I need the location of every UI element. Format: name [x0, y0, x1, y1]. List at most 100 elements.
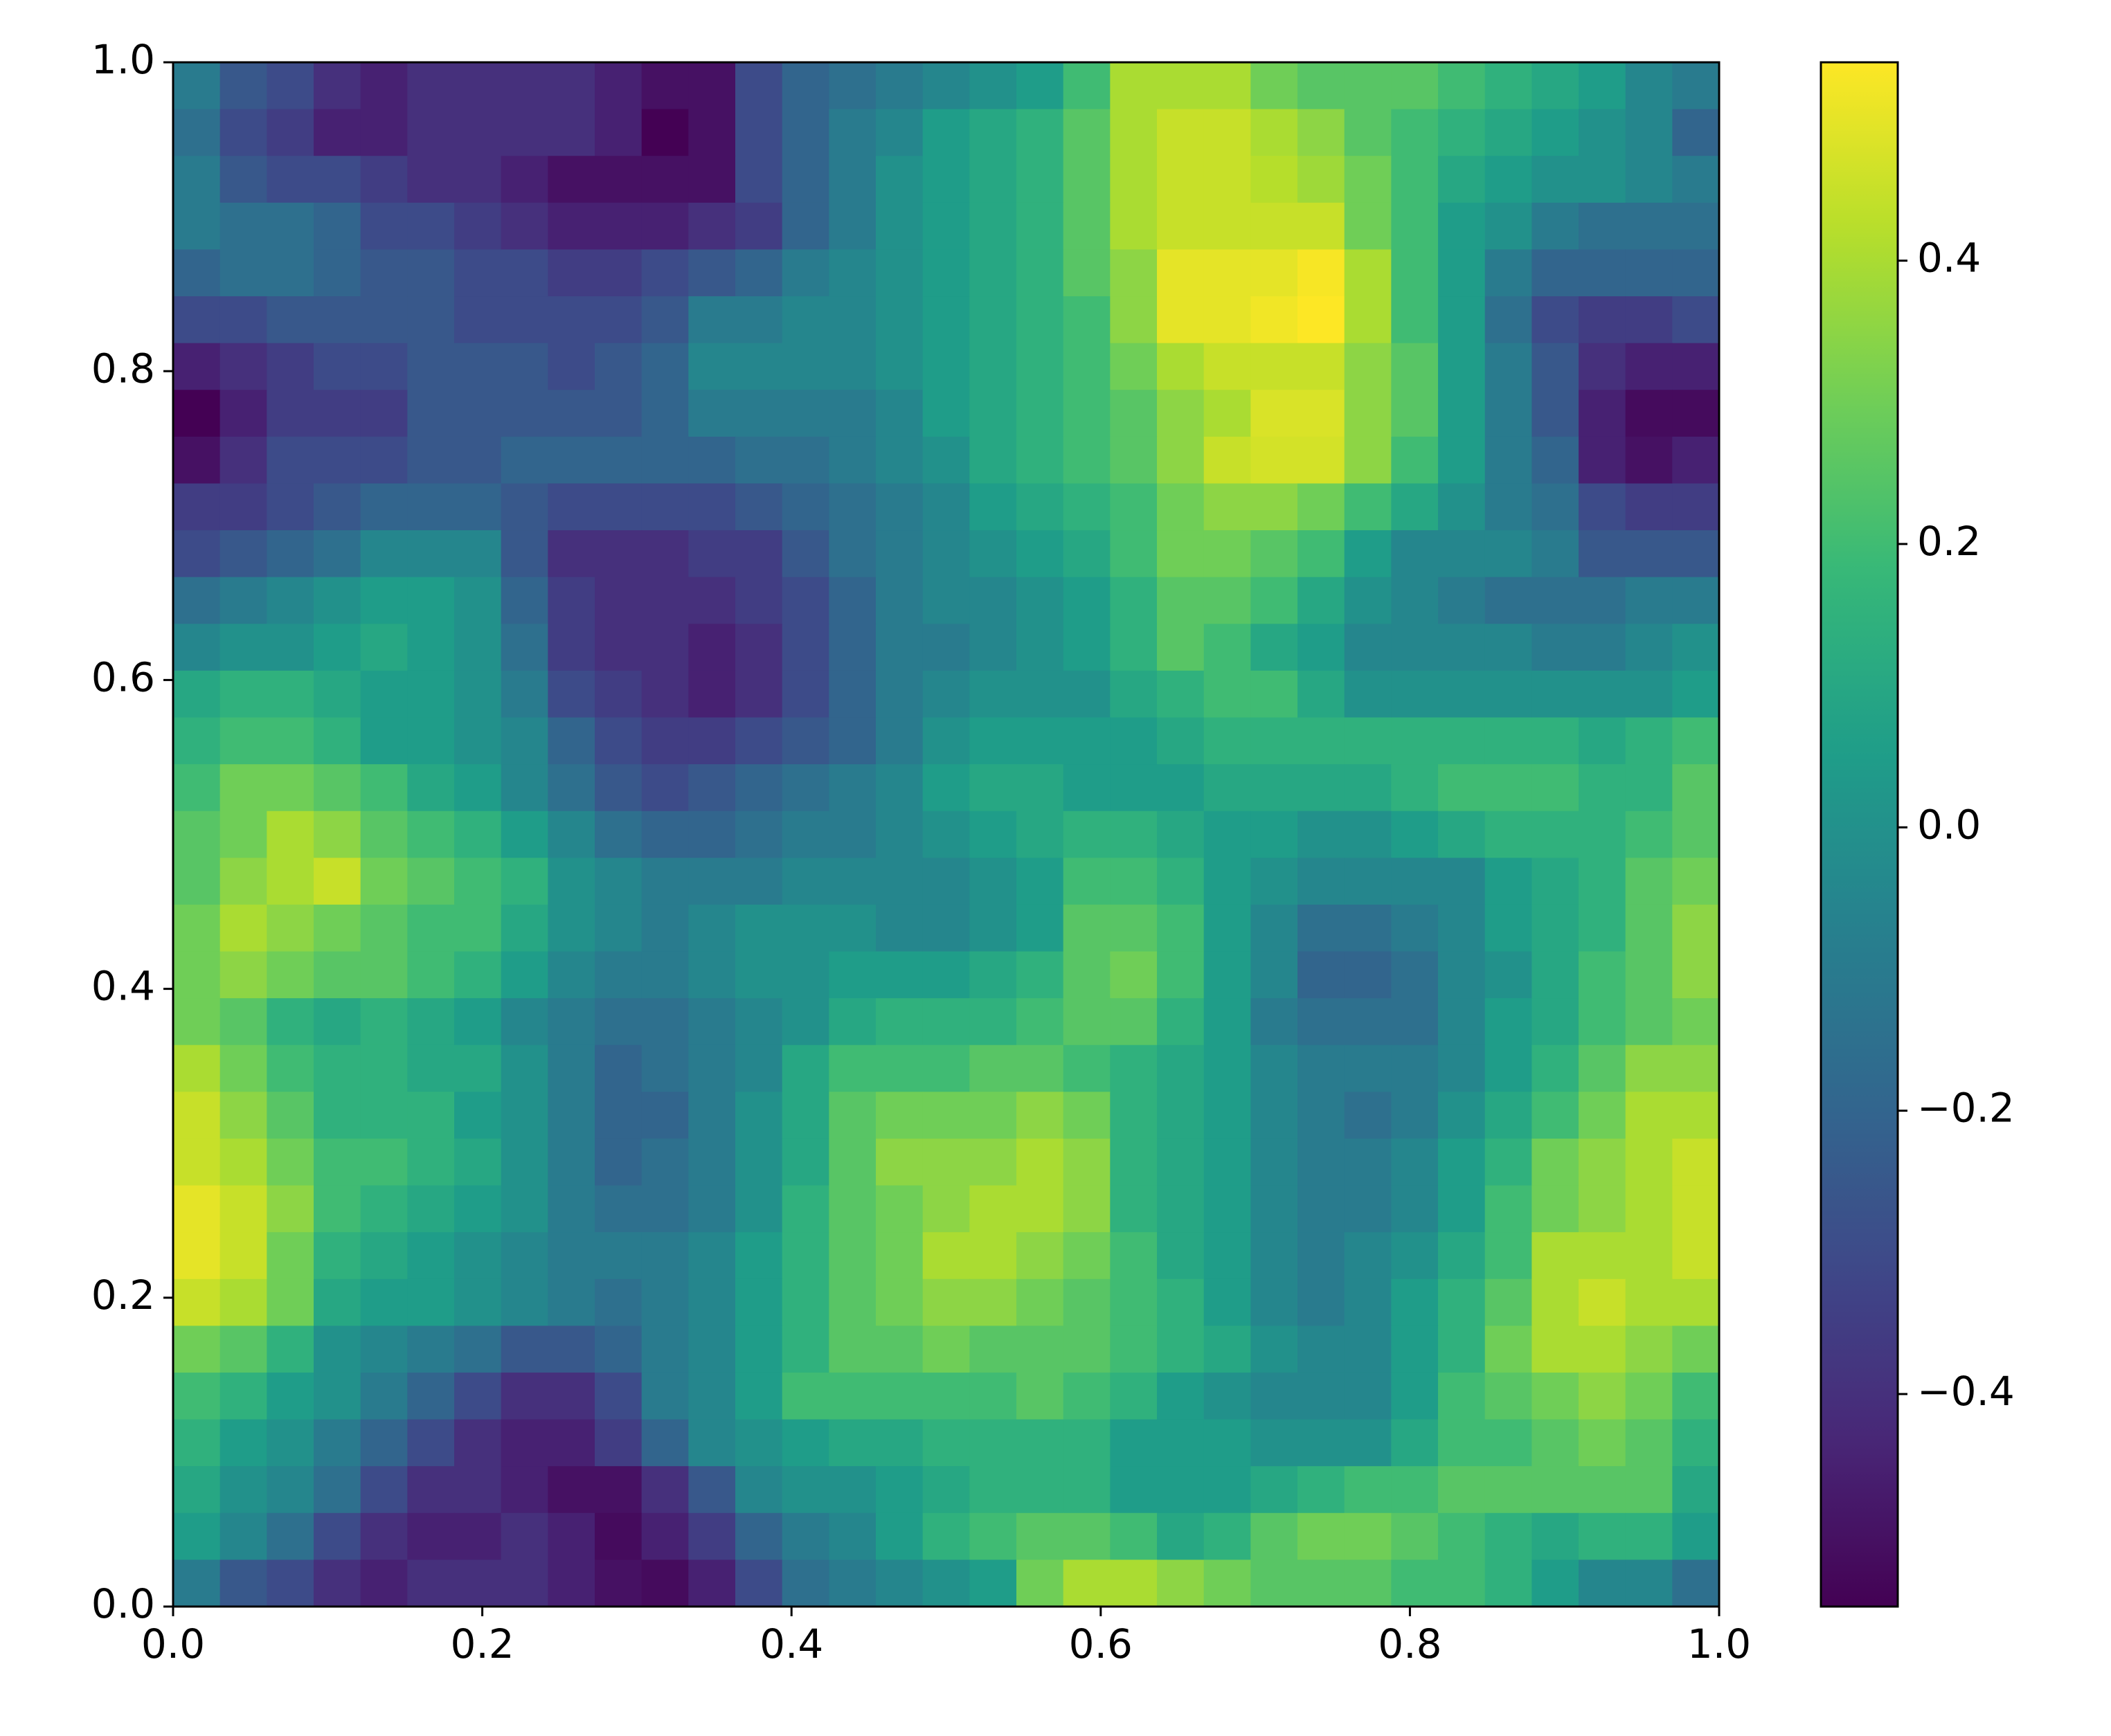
- heatmap-cell: [595, 156, 643, 204]
- heatmap-cell: [829, 624, 877, 671]
- heatmap-cell: [876, 1138, 924, 1186]
- heatmap-cell: [782, 1419, 829, 1467]
- heatmap-cell: [1484, 1512, 1532, 1560]
- heatmap-cell: [267, 156, 314, 204]
- heatmap-cell: [267, 1185, 314, 1233]
- heatmap-cell: [922, 390, 970, 437]
- heatmap-cell: [969, 1419, 1017, 1467]
- heatmap-cell: [1063, 202, 1111, 251]
- heatmap-cell: [1579, 764, 1626, 812]
- heatmap-cell: [782, 1559, 829, 1607]
- heatmap-cell: [1672, 1326, 1720, 1373]
- heatmap-cell: [267, 1512, 314, 1560]
- heatmap-cell: [360, 1045, 408, 1092]
- heatmap-cell: [1391, 951, 1439, 999]
- heatmap-cell: [407, 1559, 455, 1607]
- heatmap-cell: [595, 1372, 643, 1420]
- heatmap-cell: [1484, 1045, 1532, 1092]
- heatmap-cell: [688, 1559, 736, 1607]
- heatmap-cell: [641, 1232, 689, 1280]
- heatmap-cell: [314, 343, 361, 390]
- heatmap-cell: [641, 343, 689, 390]
- heatmap-cell: [922, 156, 970, 204]
- heatmap-cell: [1391, 1419, 1439, 1467]
- heatmap-cell: [548, 670, 595, 718]
- heatmap-cell: [1484, 1559, 1532, 1607]
- heatmap-cell: [922, 530, 970, 578]
- heatmap-cell: [548, 951, 595, 999]
- heatmap-cell: [1203, 1512, 1251, 1560]
- heatmap-cell: [922, 1419, 970, 1467]
- heatmap-cell: [1344, 577, 1392, 624]
- heatmap-cell: [969, 483, 1017, 531]
- heatmap-cell: [1484, 717, 1532, 765]
- heatmap-cell: [829, 1185, 877, 1233]
- heatmap-cell: [1484, 904, 1532, 952]
- heatmap-cell: [1250, 1419, 1298, 1467]
- heatmap-cell: [735, 1278, 783, 1326]
- heatmap-cell: [219, 296, 267, 344]
- heatmap-cell: [1157, 296, 1205, 344]
- heatmap-cell: [876, 1559, 924, 1607]
- heatmap-cell: [501, 483, 548, 531]
- heatmap-cell: [1297, 1278, 1345, 1326]
- heatmap-cell: [360, 1372, 408, 1420]
- heatmap-cell: [829, 904, 877, 952]
- heatmap-cell: [782, 1326, 829, 1373]
- heatmap-cell: [1344, 764, 1392, 812]
- heatmap-cell: [219, 811, 267, 858]
- heatmap-cell: [1579, 1326, 1626, 1373]
- heatmap-cell: [1438, 202, 1486, 251]
- heatmap-cell: [1110, 1232, 1158, 1280]
- heatmap-cell: [969, 951, 1017, 999]
- heatmap-cell: [1531, 436, 1579, 485]
- heatmap-cell: [1203, 577, 1251, 624]
- heatmap-cell: [501, 1278, 548, 1326]
- heatmap-cell: [360, 1092, 408, 1139]
- heatmap-cell: [1344, 249, 1392, 297]
- heatmap-cell: [1250, 998, 1298, 1046]
- colorbar-tick-label: 0.4: [1917, 235, 1981, 282]
- heatmap-cell: [688, 249, 736, 297]
- heatmap-cell: [501, 998, 548, 1046]
- heatmap-cell: [735, 1045, 783, 1092]
- heatmap-cell: [1063, 1419, 1111, 1467]
- heatmap-cell: [1344, 858, 1392, 905]
- heatmap-cell: [1016, 530, 1064, 578]
- heatmap-cell: [360, 202, 408, 251]
- heatmap-cell: [876, 483, 924, 531]
- heatmap-cell: [922, 109, 970, 156]
- heatmap-cell: [314, 1185, 361, 1233]
- heatmap-cell: [1579, 1138, 1626, 1186]
- heatmap-cell: [501, 343, 548, 390]
- heatmap-cell: [360, 1559, 408, 1607]
- heatmap-cell: [360, 296, 408, 344]
- heatmap-cell: [1625, 202, 1673, 251]
- heatmap-cell: [1203, 1045, 1251, 1092]
- heatmap-cell: [1297, 1045, 1345, 1092]
- heatmap-cell: [641, 109, 689, 156]
- heatmap-cell: [922, 624, 970, 671]
- colorbar-tick-label: 0.2: [1917, 518, 1981, 565]
- heatmap-cell: [688, 858, 736, 905]
- heatmap-cell: [595, 436, 643, 485]
- heatmap-cell: [219, 1045, 267, 1092]
- heatmap-cell: [267, 904, 314, 952]
- heatmap-cell: [1672, 202, 1720, 251]
- heatmap-cell: [1579, 436, 1626, 485]
- heatmap-cell: [876, 1045, 924, 1092]
- heatmap-cell: [595, 998, 643, 1046]
- heatmap-cell: [1250, 951, 1298, 999]
- heatmap-cell: [454, 249, 502, 297]
- heatmap-cell: [407, 156, 455, 204]
- heatmap-cell: [1625, 717, 1673, 765]
- heatmap-cell: [1110, 202, 1158, 251]
- heatmap-cell: [829, 1092, 877, 1139]
- heatmap-cell: [1157, 904, 1205, 952]
- heatmap-cell: [1157, 811, 1205, 858]
- heatmap-cell: [548, 1232, 595, 1280]
- heatmap-cell: [173, 1326, 221, 1373]
- heatmap-cell: [1063, 249, 1111, 297]
- heatmap-cell: [688, 998, 736, 1046]
- heatmap-cell: [1344, 998, 1392, 1046]
